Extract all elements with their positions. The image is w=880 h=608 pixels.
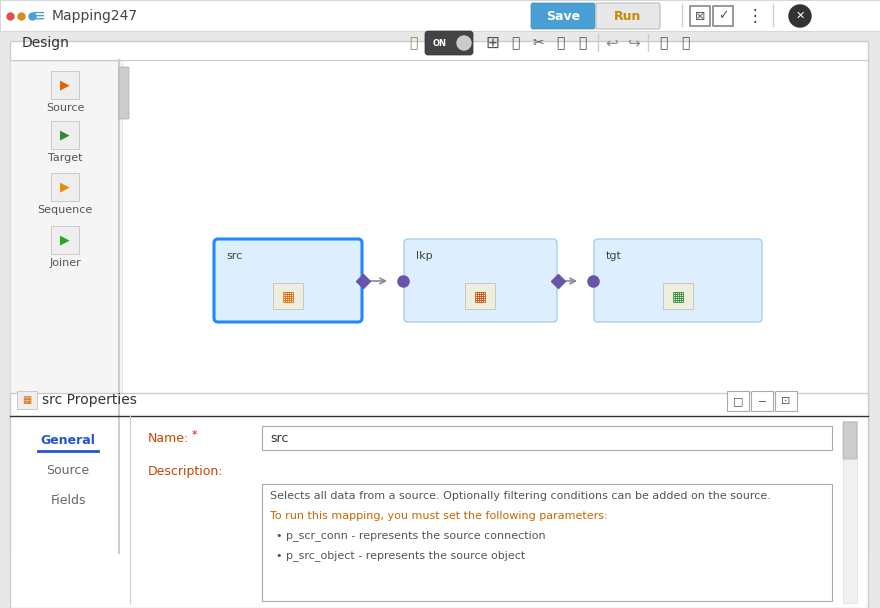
Text: src Properties: src Properties <box>42 393 137 407</box>
Circle shape <box>457 36 471 50</box>
FancyBboxPatch shape <box>425 31 473 55</box>
Text: 💡: 💡 <box>409 36 417 50</box>
Text: ─: ─ <box>759 396 766 406</box>
Text: Selects all data from a source. Optionally filtering conditions can be added on : Selects all data from a source. Optional… <box>270 491 771 501</box>
FancyBboxPatch shape <box>713 6 733 26</box>
FancyBboxPatch shape <box>119 67 129 119</box>
FancyBboxPatch shape <box>51 121 79 149</box>
FancyBboxPatch shape <box>214 239 362 322</box>
Text: ✂: ✂ <box>532 36 544 50</box>
Text: Run: Run <box>614 10 642 22</box>
Text: ≡: ≡ <box>31 7 45 25</box>
Text: ⋮: ⋮ <box>747 7 763 25</box>
FancyBboxPatch shape <box>843 421 857 603</box>
FancyBboxPatch shape <box>775 391 797 411</box>
Text: ON: ON <box>433 38 447 47</box>
Text: 🗑: 🗑 <box>510 36 519 50</box>
Text: □: □ <box>733 396 744 406</box>
FancyBboxPatch shape <box>594 239 762 322</box>
Text: ▶: ▶ <box>60 78 70 91</box>
FancyBboxPatch shape <box>51 71 79 99</box>
FancyBboxPatch shape <box>531 3 595 29</box>
FancyBboxPatch shape <box>273 283 303 309</box>
Text: ▶: ▶ <box>60 128 70 142</box>
Text: ↩: ↩ <box>605 35 619 50</box>
Text: • p_scr_conn - represents the source connection: • p_scr_conn - represents the source con… <box>276 531 546 542</box>
Text: Description:: Description: <box>148 466 224 478</box>
Text: Name:: Name: <box>148 432 189 444</box>
Text: Target: Target <box>48 153 82 163</box>
Text: ⧉: ⧉ <box>556 36 564 50</box>
FancyBboxPatch shape <box>751 391 773 411</box>
FancyBboxPatch shape <box>596 3 660 29</box>
Text: ✕: ✕ <box>796 11 804 21</box>
Text: ⊠: ⊠ <box>694 10 705 22</box>
Text: Fields: Fields <box>50 494 85 506</box>
FancyBboxPatch shape <box>465 283 495 309</box>
Text: lkp: lkp <box>416 251 433 261</box>
Text: src: src <box>270 432 289 444</box>
Text: ↪: ↪ <box>627 35 640 50</box>
FancyBboxPatch shape <box>10 61 122 553</box>
Text: 🔍: 🔍 <box>681 36 689 50</box>
FancyBboxPatch shape <box>727 391 749 411</box>
Text: Source: Source <box>46 103 84 113</box>
Text: To run this mapping, you must set the following parameters:: To run this mapping, you must set the fo… <box>270 511 607 521</box>
Text: General: General <box>40 434 95 446</box>
Text: *: * <box>192 430 198 440</box>
Text: ⊡: ⊡ <box>781 396 791 406</box>
FancyBboxPatch shape <box>10 393 868 608</box>
FancyBboxPatch shape <box>262 426 832 450</box>
Text: Mapping247: Mapping247 <box>52 9 138 23</box>
FancyBboxPatch shape <box>404 239 557 322</box>
Text: ✓: ✓ <box>718 10 729 22</box>
FancyBboxPatch shape <box>17 391 37 409</box>
Text: ▦: ▦ <box>671 289 685 303</box>
FancyBboxPatch shape <box>262 484 832 601</box>
Text: Sequence: Sequence <box>37 205 92 215</box>
Text: ⊞: ⊞ <box>485 34 499 52</box>
Text: ▦: ▦ <box>22 395 32 405</box>
FancyBboxPatch shape <box>51 173 79 201</box>
Text: ▶: ▶ <box>60 181 70 193</box>
FancyBboxPatch shape <box>0 0 880 31</box>
Text: Source: Source <box>47 463 90 477</box>
Text: • p_src_object - represents the source object: • p_src_object - represents the source o… <box>276 551 525 561</box>
Text: tgt: tgt <box>606 251 622 261</box>
Text: ▦: ▦ <box>473 289 487 303</box>
Text: Design: Design <box>22 36 70 50</box>
Text: ▦: ▦ <box>282 289 295 303</box>
Text: ▶: ▶ <box>60 233 70 246</box>
FancyBboxPatch shape <box>690 6 710 26</box>
Text: src: src <box>226 251 242 261</box>
FancyBboxPatch shape <box>51 226 79 254</box>
FancyBboxPatch shape <box>10 41 868 553</box>
Text: Save: Save <box>546 10 580 22</box>
Text: • • •: • • • <box>425 539 455 553</box>
Text: Joiner: Joiner <box>49 258 81 268</box>
Text: 🔍: 🔍 <box>659 36 667 50</box>
FancyBboxPatch shape <box>663 283 693 309</box>
Circle shape <box>789 5 811 27</box>
FancyBboxPatch shape <box>843 422 857 459</box>
Text: 📋: 📋 <box>578 36 586 50</box>
